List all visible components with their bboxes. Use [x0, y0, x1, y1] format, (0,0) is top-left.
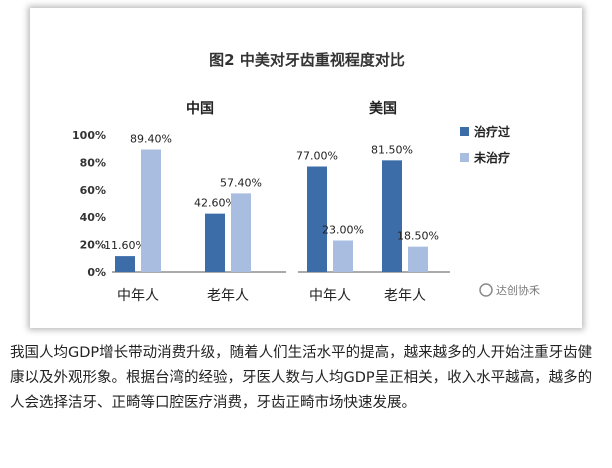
bar	[231, 193, 251, 272]
data-label: 89.40%	[130, 133, 172, 146]
bar-chart: 图2 中美对牙齿重视程度对比 0% 20% 40% 60% 80% 100% 中国 11.60%…	[72, 51, 540, 304]
caption-paragraph: 我国人均GDP增长带动消费升级，随着人们生活水平的提高，越来越多的人开始注重牙齿…	[10, 345, 593, 411]
x-category-label: 中年人	[117, 288, 159, 304]
x-category-label: 老年人	[384, 288, 426, 304]
bar	[205, 213, 225, 272]
bar	[307, 166, 327, 272]
data-label: 81.50%	[371, 143, 413, 156]
bar	[141, 149, 161, 272]
legend-label: 治疗过	[474, 124, 510, 139]
x-category-label: 中年人	[309, 288, 351, 304]
panel-title: 中国	[186, 100, 214, 117]
chart-title: 图2 中美对牙齿重视程度对比	[209, 51, 405, 69]
watermark: 达创协禾	[479, 283, 540, 297]
y-tick-label: 80%	[80, 156, 106, 169]
panel-title: 美国	[369, 100, 397, 117]
y-tick-label: 0%	[87, 266, 106, 279]
bar	[408, 246, 428, 272]
bar	[115, 256, 135, 272]
y-tick-label: 40%	[80, 211, 106, 224]
legend-swatch	[460, 127, 469, 136]
data-label: 23.00%	[322, 223, 364, 236]
bar	[333, 240, 353, 272]
data-label: 42.60%	[194, 197, 236, 210]
data-label: 11.60%	[104, 239, 146, 252]
legend-label: 未治疗	[473, 150, 510, 165]
chart-figure: 图2 中美对牙齿重视程度对比 0% 20% 40% 60% 80% 100% 中国 11.60%…	[30, 8, 582, 328]
y-tick-label: 60%	[80, 184, 106, 197]
data-label: 18.50%	[397, 230, 439, 243]
y-tick-label: 100%	[72, 129, 106, 142]
watermark-text: 达创协禾	[496, 283, 540, 297]
data-label: 77.00%	[296, 150, 338, 163]
x-category-label: 老年人	[207, 288, 249, 304]
data-label: 57.40%	[220, 176, 262, 189]
y-tick-label: 20%	[80, 239, 106, 252]
legend-swatch	[460, 153, 469, 162]
bar	[382, 160, 402, 272]
watermark-icon	[479, 283, 493, 297]
